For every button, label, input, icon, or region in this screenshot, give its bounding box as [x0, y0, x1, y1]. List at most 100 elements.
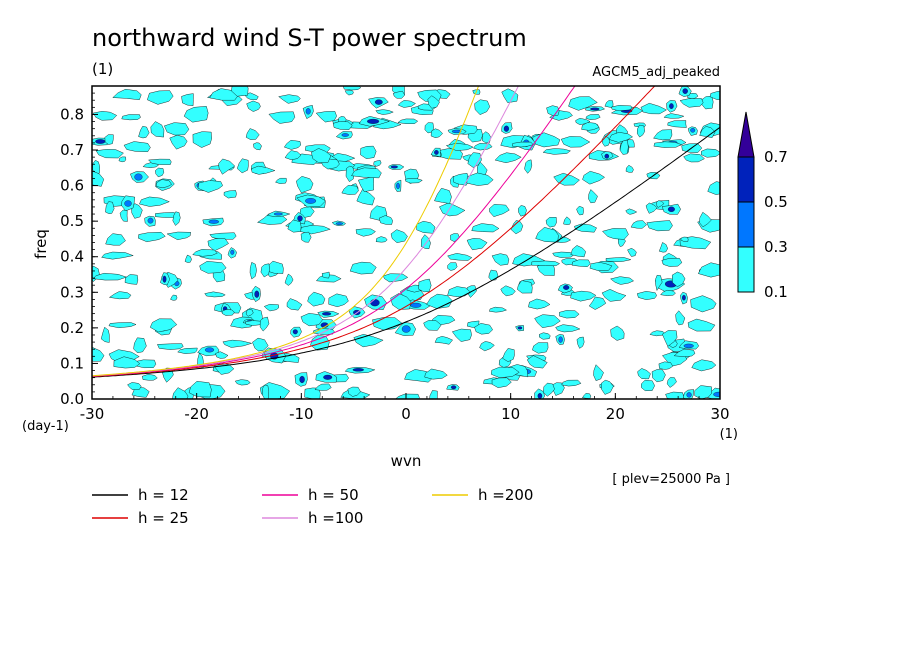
contour-core	[297, 215, 303, 222]
contour-patch	[601, 289, 627, 302]
contour-core	[434, 150, 439, 155]
contour-patch	[602, 228, 629, 240]
contour-patch	[560, 136, 591, 148]
curve-h25	[92, 86, 656, 378]
contour-patch	[655, 200, 665, 208]
contour-patch	[314, 383, 332, 391]
contour-patch	[627, 248, 637, 257]
contour-patch	[466, 238, 488, 251]
contour-patch	[373, 160, 382, 167]
contour-patch	[234, 379, 251, 386]
contour-patch	[625, 208, 638, 215]
pressure-annotation: [ plev=25000 Pa ]	[612, 472, 730, 487]
contour-core	[410, 302, 422, 308]
contour-patch	[328, 293, 349, 308]
contour-patch	[268, 111, 296, 124]
colorbar-label: 0.7	[764, 148, 788, 166]
contour-patch	[155, 179, 172, 189]
contour-patch	[184, 254, 192, 263]
contour-patch	[447, 262, 458, 271]
contour-patch	[188, 381, 212, 398]
curve-h12	[92, 126, 720, 378]
contour-patch	[665, 391, 685, 399]
contour-patch	[108, 322, 137, 329]
contour-core	[396, 182, 400, 190]
contour-patch	[429, 390, 438, 399]
contour-patch	[491, 253, 510, 266]
contour-patch	[345, 165, 355, 182]
contour-patch	[207, 238, 229, 252]
contour-patch	[700, 148, 720, 158]
colorbar-label: 0.1	[764, 283, 788, 301]
contour-patch	[353, 334, 384, 348]
contour-patch	[561, 379, 582, 387]
contour-patch	[434, 187, 452, 204]
contour-patch	[694, 385, 713, 399]
contour-patch	[549, 110, 573, 121]
colorbar-segment	[737, 201, 755, 248]
contour-patch	[199, 261, 227, 274]
y-tick-label: 0.5	[60, 212, 84, 230]
contour-patch	[568, 96, 598, 111]
contour-patch	[576, 205, 584, 216]
contour-patch	[192, 131, 212, 148]
contour-patch	[166, 231, 191, 241]
legend-label: h =100	[308, 509, 363, 527]
contour-patch	[92, 111, 118, 121]
contour-patch	[660, 289, 676, 297]
contour-patch	[141, 374, 158, 381]
contour-patch	[358, 176, 374, 192]
contour-patch	[92, 272, 128, 281]
contour-patch	[119, 209, 128, 222]
contour-core	[558, 336, 563, 343]
contour-patch	[245, 308, 254, 317]
contour-patch	[646, 220, 673, 232]
contour-patch	[570, 290, 597, 302]
colorbar: 0.1 0.3 0.5 0.7	[737, 111, 788, 301]
contour-patch	[262, 384, 270, 399]
legend-label: h = 50	[308, 486, 359, 504]
contour-core	[451, 129, 462, 134]
contour-patch	[169, 134, 188, 150]
x-tick-label: 0	[401, 405, 411, 423]
contour-patch	[608, 132, 633, 143]
contour-patch	[680, 236, 689, 242]
contour-patch	[532, 342, 549, 354]
contour-patch	[223, 190, 237, 199]
contour-core	[134, 173, 143, 181]
curve-h50	[92, 86, 576, 377]
contour-patch	[284, 273, 294, 286]
contour-patch	[662, 330, 678, 347]
y-tick-label: 0.1	[60, 354, 84, 372]
contour-patch	[698, 262, 720, 278]
contour-core	[292, 329, 298, 335]
contour-core	[686, 392, 692, 398]
contour-patch	[491, 377, 512, 388]
contour-patch	[707, 181, 720, 195]
contour-patch	[683, 153, 705, 163]
contour-patch	[524, 159, 533, 174]
contour-patch	[473, 143, 493, 151]
contour-patch	[124, 274, 139, 285]
contour-patch	[113, 356, 141, 369]
contour-patch	[231, 86, 249, 97]
contour-patch	[245, 128, 260, 140]
contour-patch	[658, 242, 668, 253]
contour-core	[273, 212, 283, 216]
contour-patch	[434, 336, 453, 345]
contour-patch	[593, 364, 604, 381]
contour-core	[367, 118, 380, 124]
contour-core	[682, 294, 686, 301]
contour-core	[517, 326, 523, 330]
contour-patch	[667, 120, 687, 128]
contour-patch	[395, 393, 420, 399]
contour-patch	[636, 291, 657, 300]
contour-patch	[275, 177, 287, 184]
contour-core	[352, 368, 364, 372]
power-contours	[92, 86, 720, 399]
contour-patch	[675, 310, 686, 326]
contour-core	[322, 312, 332, 316]
contour-core	[305, 108, 311, 115]
contour-patch	[637, 368, 651, 380]
